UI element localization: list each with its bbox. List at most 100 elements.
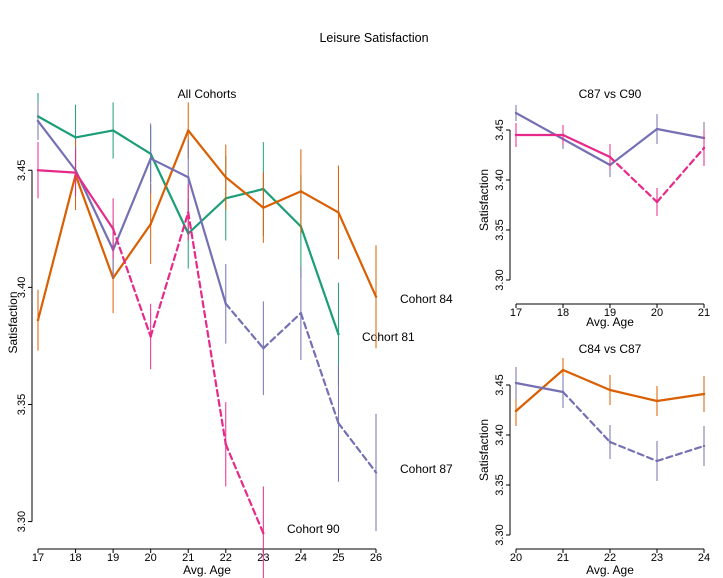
data-point: [224, 443, 227, 446]
data-point: [337, 211, 340, 214]
y-tick-label: 3.35: [494, 219, 506, 240]
data-point: [299, 190, 303, 193]
line-segment: [655, 146, 706, 204]
x-tick-label: 21: [557, 552, 569, 564]
data-point: [187, 211, 190, 214]
x-tick-label: 21: [182, 552, 194, 564]
data-point: [655, 200, 659, 204]
data-point: [702, 392, 706, 396]
y-tick-label: 3.45: [494, 119, 506, 140]
line-segment: [187, 176, 227, 305]
series-4: Cohort 90: [36, 142, 340, 578]
data-point: [514, 381, 518, 385]
data-point: [561, 368, 565, 372]
line-segment: [655, 392, 706, 403]
x-tick-label: 20: [651, 307, 663, 319]
data-point: [608, 440, 612, 444]
x-tick-label: 21: [698, 307, 710, 319]
data-point: [702, 444, 706, 448]
data-point: [74, 136, 77, 139]
line-segment: [224, 176, 265, 209]
line-segment: [36, 169, 77, 174]
plot-panels: All Cohorts 3.30 3.35 3.40 3.45 Satisfaction 1…: [6, 87, 710, 578]
panel-title: All Cohorts: [178, 87, 237, 101]
data-point: [561, 133, 565, 137]
x-tick-label: 24: [698, 552, 710, 564]
line-segment: [187, 211, 227, 446]
line-segment: [187, 129, 227, 179]
line-segment: [299, 190, 340, 214]
series-2: Cohort 84: [36, 102, 453, 351]
line-segment: [561, 137, 612, 167]
x-tick-label: 20: [145, 552, 157, 564]
data-point: [224, 176, 227, 179]
line-segment: [112, 129, 152, 155]
line-segment: [262, 190, 302, 209]
line-segment: [36, 173, 77, 322]
series-label: Cohort 84: [400, 292, 453, 306]
y-tick-label: 3.45: [494, 374, 506, 395]
data-point: [111, 129, 115, 132]
x-tick-label: 17: [32, 552, 44, 564]
series-3: Cohort 87: [36, 102, 453, 531]
data-point: [111, 227, 115, 231]
y-tick-label: 3.40: [16, 277, 28, 298]
series-label: Cohort 87: [400, 462, 453, 476]
data-point: [149, 157, 152, 160]
x-axis-label: Avg. Age: [183, 563, 231, 577]
y-tick-label: 3.40: [494, 424, 506, 445]
data-point: [187, 129, 190, 132]
data-point: [262, 347, 265, 350]
x-axis-label: Avg. Age: [586, 315, 634, 329]
data-point: [149, 335, 152, 338]
y-tick-label: 3.30: [494, 524, 506, 545]
line-segment: [561, 390, 612, 444]
line-segment: [149, 157, 190, 179]
line-segment: [74, 173, 115, 280]
x-tick-label: 22: [604, 552, 616, 564]
x-tick-label: 22: [220, 552, 232, 564]
x-tick-label: 26: [370, 552, 382, 564]
y-tick-label: 3.40: [494, 169, 506, 190]
y-tick-label: 3.30: [16, 511, 28, 532]
x-tick-label: 23: [651, 552, 663, 564]
series-1: [514, 358, 706, 426]
data-point: [187, 176, 190, 179]
y-tick-label: 3.35: [494, 474, 506, 495]
line-segment: [655, 127, 706, 140]
data-point: [608, 155, 612, 159]
line-segment: [262, 312, 302, 350]
line-segment: [112, 223, 152, 280]
line-segment: [561, 368, 612, 392]
data-point: [262, 532, 265, 535]
y-tick-label: 3.45: [16, 160, 28, 181]
line-segment: [112, 227, 152, 338]
data-point: [514, 133, 518, 137]
x-tick-label: 24: [295, 552, 307, 564]
panel-title: C87 vs C90: [579, 87, 642, 101]
y-axis-label: Satisfaction: [477, 419, 491, 481]
line-segment: [36, 119, 77, 172]
data-point: [374, 471, 378, 474]
data-point: [36, 169, 40, 172]
chart-panel-2: C87 vs C90 3.30 3.35 3.40 3.45 Satisfaction 17…: [477, 87, 710, 329]
line-segment: [74, 171, 115, 230]
y-tick-label: 3.35: [16, 394, 28, 415]
line-segment: [608, 440, 659, 463]
data-point: [655, 399, 659, 403]
x-axis-label: Avg. Age: [586, 563, 634, 577]
x-tick-label: 19: [604, 307, 616, 319]
line-segment: [224, 302, 265, 350]
line-segment: [149, 129, 190, 226]
line-segment: [262, 187, 302, 228]
data-point: [149, 222, 152, 226]
series-label: Cohort 81: [362, 330, 415, 344]
y-axis-label: Satisfaction: [477, 169, 491, 231]
line-segment: [149, 211, 190, 338]
line-segment: [187, 197, 227, 235]
data-point: [514, 409, 518, 413]
data-point: [299, 311, 303, 315]
data-point: [655, 459, 659, 463]
line-segment: [299, 312, 340, 425]
